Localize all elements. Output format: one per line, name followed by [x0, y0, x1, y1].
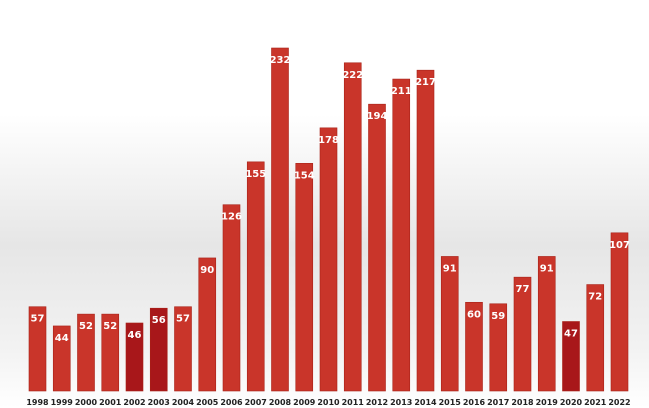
bar-2017: [489, 303, 508, 392]
value-label-2008: 232: [270, 55, 291, 66]
value-label-2002: 46: [128, 330, 142, 341]
x-tick-label-2015: 2015: [439, 398, 462, 407]
x-tick-label-2007: 2007: [245, 398, 267, 407]
bar-1998: [28, 306, 47, 392]
value-label-2018: 77: [516, 284, 530, 295]
bar-1999: [52, 325, 71, 392]
x-tick-label-1998: 1998: [26, 398, 49, 407]
value-label-2000: 52: [79, 321, 93, 332]
value-label-2016: 60: [467, 309, 481, 320]
bar-2004: [174, 306, 192, 392]
x-tick-label-2004: 2004: [172, 398, 195, 407]
value-label-2022: 107: [609, 240, 630, 251]
x-tick-label-2013: 2013: [390, 398, 412, 407]
bar-2015: [440, 256, 459, 392]
bar-2002: [125, 322, 144, 392]
value-label-2021: 72: [588, 292, 602, 303]
value-label-2010: 178: [318, 135, 339, 146]
value-label-2013: 211: [391, 86, 412, 97]
x-tick-label-2000: 2000: [75, 398, 98, 407]
bar-2003: [149, 307, 168, 392]
value-label-2015: 91: [443, 263, 457, 274]
bar-2013: [392, 78, 411, 392]
bar-2019: [537, 256, 556, 392]
x-tick-label-2009: 2009: [293, 398, 316, 407]
bar-2016: [465, 301, 483, 392]
value-label-2017: 59: [491, 311, 505, 322]
value-label-2020: 47: [564, 329, 578, 340]
bar-2022: [610, 232, 629, 392]
x-tick-label-2010: 2010: [317, 398, 340, 407]
bar-2005: [198, 257, 217, 392]
value-label-2009: 154: [294, 170, 315, 181]
x-tick-label-2014: 2014: [414, 398, 437, 407]
value-label-2005: 90: [200, 265, 214, 276]
value-label-2019: 91: [540, 263, 554, 274]
value-label-1998: 57: [31, 314, 45, 325]
x-tick-label-2021: 2021: [584, 398, 607, 407]
x-tick-label-2002: 2002: [123, 398, 145, 407]
bar-2007: [246, 161, 265, 392]
x-tick-label-2016: 2016: [463, 398, 486, 407]
x-tick-label-2006: 2006: [220, 398, 243, 407]
value-label-2007: 155: [245, 169, 266, 180]
bar-2008: [271, 47, 289, 392]
value-labels-group: 57 44 52 52 46 56 57 90 126 155 232 154 178 222 194 211…: [31, 55, 630, 344]
bar-2009: [295, 163, 314, 392]
x-tick-label-2022: 2022: [608, 398, 630, 407]
bar-2021: [586, 284, 605, 392]
bar-2006: [222, 204, 241, 392]
x-tick-label-2005: 2005: [196, 398, 219, 407]
x-tick-label-2011: 2011: [342, 398, 365, 407]
x-tick-label-2003: 2003: [148, 398, 170, 407]
bars-group: [28, 47, 629, 392]
bar-2000: [77, 313, 95, 392]
value-label-2012: 194: [367, 111, 388, 122]
bar-2018: [513, 276, 532, 392]
bar-2020: [562, 321, 580, 392]
bar-2014: [416, 69, 435, 392]
value-label-2001: 52: [103, 321, 117, 332]
value-label-2003: 56: [152, 315, 166, 326]
x-tick-label-2019: 2019: [536, 398, 559, 407]
x-tick-label-2017: 2017: [487, 398, 509, 407]
value-label-2004: 57: [176, 314, 190, 325]
x-tick-label-2012: 2012: [366, 398, 388, 407]
value-label-2014: 217: [415, 77, 436, 88]
x-tick-label-1999: 1999: [51, 398, 74, 407]
value-label-2011: 222: [342, 70, 363, 81]
x-tick-label-2018: 2018: [511, 398, 534, 407]
x-tick-label-2001: 2001: [99, 398, 122, 407]
x-tick-label-2020: 2020: [560, 398, 583, 407]
value-label-1999: 44: [55, 333, 69, 344]
x-tick-labels-group: 1998 1999 2000 2001 2002 2003 2004 2005 2006 2007…: [26, 398, 630, 407]
x-tick-label-2008: 2008: [269, 398, 292, 407]
bar-2010: [319, 127, 338, 392]
value-label-2006: 126: [221, 212, 242, 223]
bar-2012: [368, 103, 386, 392]
bar-2001: [101, 313, 120, 392]
bar-2011: [343, 62, 362, 392]
